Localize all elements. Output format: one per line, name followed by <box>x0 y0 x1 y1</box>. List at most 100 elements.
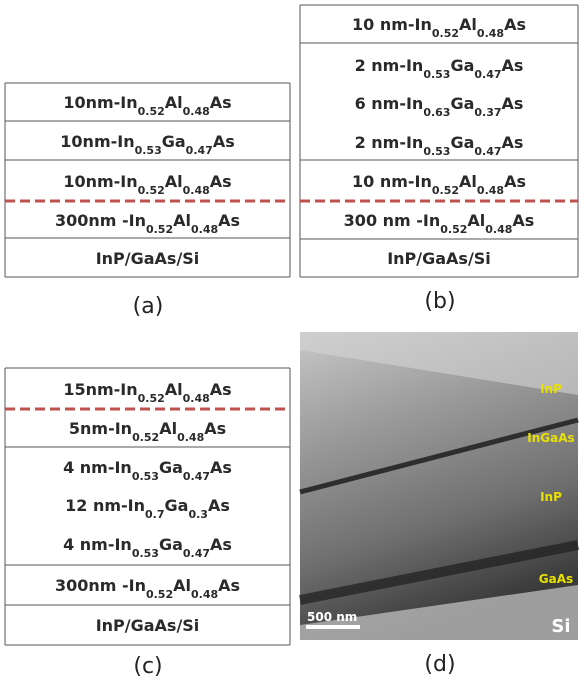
formula-part: 300nm -In <box>55 576 146 595</box>
tem-label: Si <box>551 616 570 637</box>
formula-part: 6 nm-In <box>355 94 424 113</box>
panel-caption: (c) <box>133 654 162 679</box>
formula-part: 2 nm-In <box>355 133 424 152</box>
formula-part: 15nm-In <box>63 380 137 399</box>
layer-label: 15nm-In0.52Al0.48As <box>63 380 231 405</box>
formula-part: As <box>218 211 240 230</box>
subscript: 0.52 <box>138 392 165 405</box>
formula-part: 4 nm-In <box>63 535 132 554</box>
subscript: 0.47 <box>186 144 213 157</box>
layer-label: 300 nm -In0.52Al0.48As <box>344 211 535 236</box>
subscript: 0.48 <box>183 392 210 405</box>
subscript: 0.7 <box>145 508 165 521</box>
formula-part: As <box>502 133 524 152</box>
formula-part: 10 nm-In <box>352 172 432 191</box>
subscript: 0.52 <box>432 184 459 197</box>
figure: InPInGaAsInPGaAsSi500 nm 10nm-In0.52Al0.… <box>0 0 579 681</box>
subscript: 0.52 <box>138 105 165 118</box>
formula-part: InP/GaAs/Si <box>96 616 200 635</box>
subscript: 0.48 <box>485 223 512 236</box>
formula-part: As <box>502 56 524 75</box>
layer-label: 4 nm-In0.53Ga0.47As <box>63 458 232 483</box>
subscript: 0.47 <box>474 68 501 81</box>
formula-part: 300nm -In <box>55 211 146 230</box>
formula-part: Ga <box>159 458 183 477</box>
layer-label: 12 nm-In0.7Ga0.3As <box>65 496 230 521</box>
tem-label: InGaAs <box>527 431 574 445</box>
panel-caption: (b) <box>424 289 455 314</box>
formula-part: As <box>210 380 232 399</box>
formula-part: Al <box>165 93 183 112</box>
subscript: 0.52 <box>432 27 459 40</box>
formula-part: InP/GaAs/Si <box>96 249 200 268</box>
subscript: 0.53 <box>423 145 450 158</box>
formula-part: Al <box>467 211 485 230</box>
tem-image: InP InGaAs InP GaAs Si 500 nm <box>300 332 578 640</box>
formula-part: InP/GaAs/Si <box>387 249 491 268</box>
formula-part: 300 nm -In <box>344 211 441 230</box>
layer-label: 10nm-In0.52Al0.48As <box>63 93 231 118</box>
formula-part: 10nm-In <box>63 172 137 191</box>
formula-part: As <box>204 419 226 438</box>
subscript: 0.48 <box>477 27 504 40</box>
formula-part: As <box>210 535 232 554</box>
subscript: 0.52 <box>146 588 173 601</box>
subscript: 0.47 <box>183 470 210 483</box>
layer-label: InP/GaAs/Si <box>387 249 491 268</box>
formula-part: 10nm-In <box>63 93 137 112</box>
subscript: 0.63 <box>423 106 450 119</box>
subscript: 0.52 <box>138 184 165 197</box>
subscript: 0.52 <box>440 223 467 236</box>
subscript: 0.37 <box>474 106 501 119</box>
subscript: 0.47 <box>183 547 210 560</box>
layer-label: InP/GaAs/Si <box>96 249 200 268</box>
layer-label: 4 nm-In0.53Ga0.47As <box>63 535 232 560</box>
subscript: 0.53 <box>132 547 159 560</box>
formula-part: Al <box>165 380 183 399</box>
panel-caption: (d) <box>424 652 455 677</box>
formula-part: Ga <box>450 133 474 152</box>
subscript: 0.52 <box>132 431 159 444</box>
formula-part: Al <box>173 211 191 230</box>
subscript: 0.3 <box>188 508 208 521</box>
formula-part: 10nm-In <box>60 132 134 151</box>
subscript: 0.47 <box>474 145 501 158</box>
subscript: 0.53 <box>423 68 450 81</box>
scale-bar-label: 500 nm <box>307 610 357 624</box>
layer-label: 6 nm-In0.63Ga0.37As <box>355 94 524 119</box>
subscript: 0.48 <box>183 105 210 118</box>
layer-label: InP/GaAs/Si <box>96 616 200 635</box>
subscript: 0.53 <box>132 470 159 483</box>
layer-label: 2 nm-In0.53Ga0.47As <box>355 56 524 81</box>
layer-label: 5nm-In0.52Al0.48As <box>69 419 226 444</box>
layer-label: 10nm-In0.53Ga0.47As <box>60 132 234 157</box>
layer-label: 2 nm-In0.53Ga0.47As <box>355 133 524 158</box>
formula-part: As <box>210 458 232 477</box>
formula-part: As <box>218 576 240 595</box>
formula-part: 10 nm-In <box>352 15 432 34</box>
layer-label: 10nm-In0.52Al0.48As <box>63 172 231 197</box>
subscript: 0.53 <box>135 144 162 157</box>
layer-label: 10 nm-In0.52Al0.48As <box>352 15 526 40</box>
layer-label: 300nm -In0.52Al0.48As <box>55 576 240 601</box>
formula-part: Al <box>165 172 183 191</box>
formula-part: 2 nm-In <box>355 56 424 75</box>
tem-label: InP <box>540 490 562 504</box>
tem-label: InP <box>540 382 562 396</box>
subscript: 0.48 <box>191 588 218 601</box>
formula-part: 12 nm-In <box>65 496 145 515</box>
formula-part: As <box>213 132 235 151</box>
formula-part: Al <box>173 576 191 595</box>
formula-part: Al <box>159 419 177 438</box>
tem-label: GaAs <box>539 572 573 586</box>
formula-part: 5nm-In <box>69 419 132 438</box>
formula-part: As <box>512 211 534 230</box>
formula-part: Ga <box>450 56 474 75</box>
layer-label: 300nm -In0.52Al0.48As <box>55 211 240 236</box>
formula-part: 4 nm-In <box>63 458 132 477</box>
formula-part: Al <box>459 15 477 34</box>
panel-caption: (a) <box>133 294 164 319</box>
subscript: 0.52 <box>146 223 173 236</box>
formula-part: Ga <box>159 535 183 554</box>
subscript: 0.48 <box>177 431 204 444</box>
